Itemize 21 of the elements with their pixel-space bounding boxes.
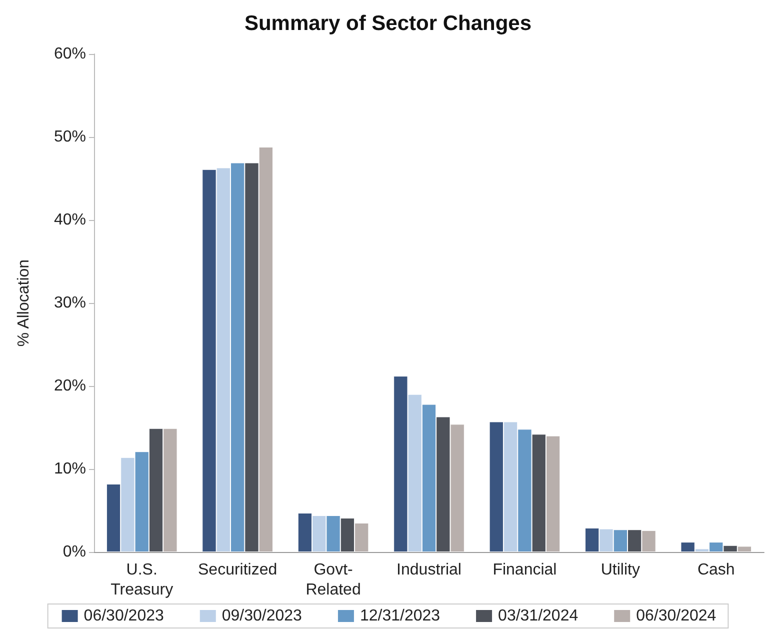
y-tick-label: 20% — [54, 378, 86, 394]
x-tick-label: Govt- Related — [306, 562, 361, 598]
chart-title: Summary of Sector Changes — [244, 12, 532, 35]
y-tick-label: 10% — [54, 460, 86, 478]
y-tick-label: 30% — [54, 294, 86, 312]
y-axis-title: % Allocation — [16, 259, 32, 347]
x-tick-label: U.S. Treasury — [110, 562, 174, 598]
x-tick-label: Cash — [697, 562, 735, 578]
y-tick-label: 60% — [54, 46, 86, 62]
x-tick-label: Securitized — [198, 562, 278, 578]
legend-label: 03/31/2024 — [498, 608, 578, 624]
y-tick-label: 0% — [62, 544, 86, 560]
legend-label: 06/30/2023 — [84, 608, 164, 624]
legend-label: 12/31/2023 — [360, 608, 440, 624]
x-tick-label: Utility — [600, 562, 640, 578]
legend-label: 09/30/2023 — [222, 608, 302, 624]
x-tick-label: Industrial — [396, 562, 462, 578]
x-tick-label: Financial — [492, 562, 557, 578]
legend-label: 06/30/2024 — [636, 608, 716, 624]
y-tick-label: 40% — [54, 212, 86, 228]
y-tick-label: 50% — [54, 128, 86, 146]
